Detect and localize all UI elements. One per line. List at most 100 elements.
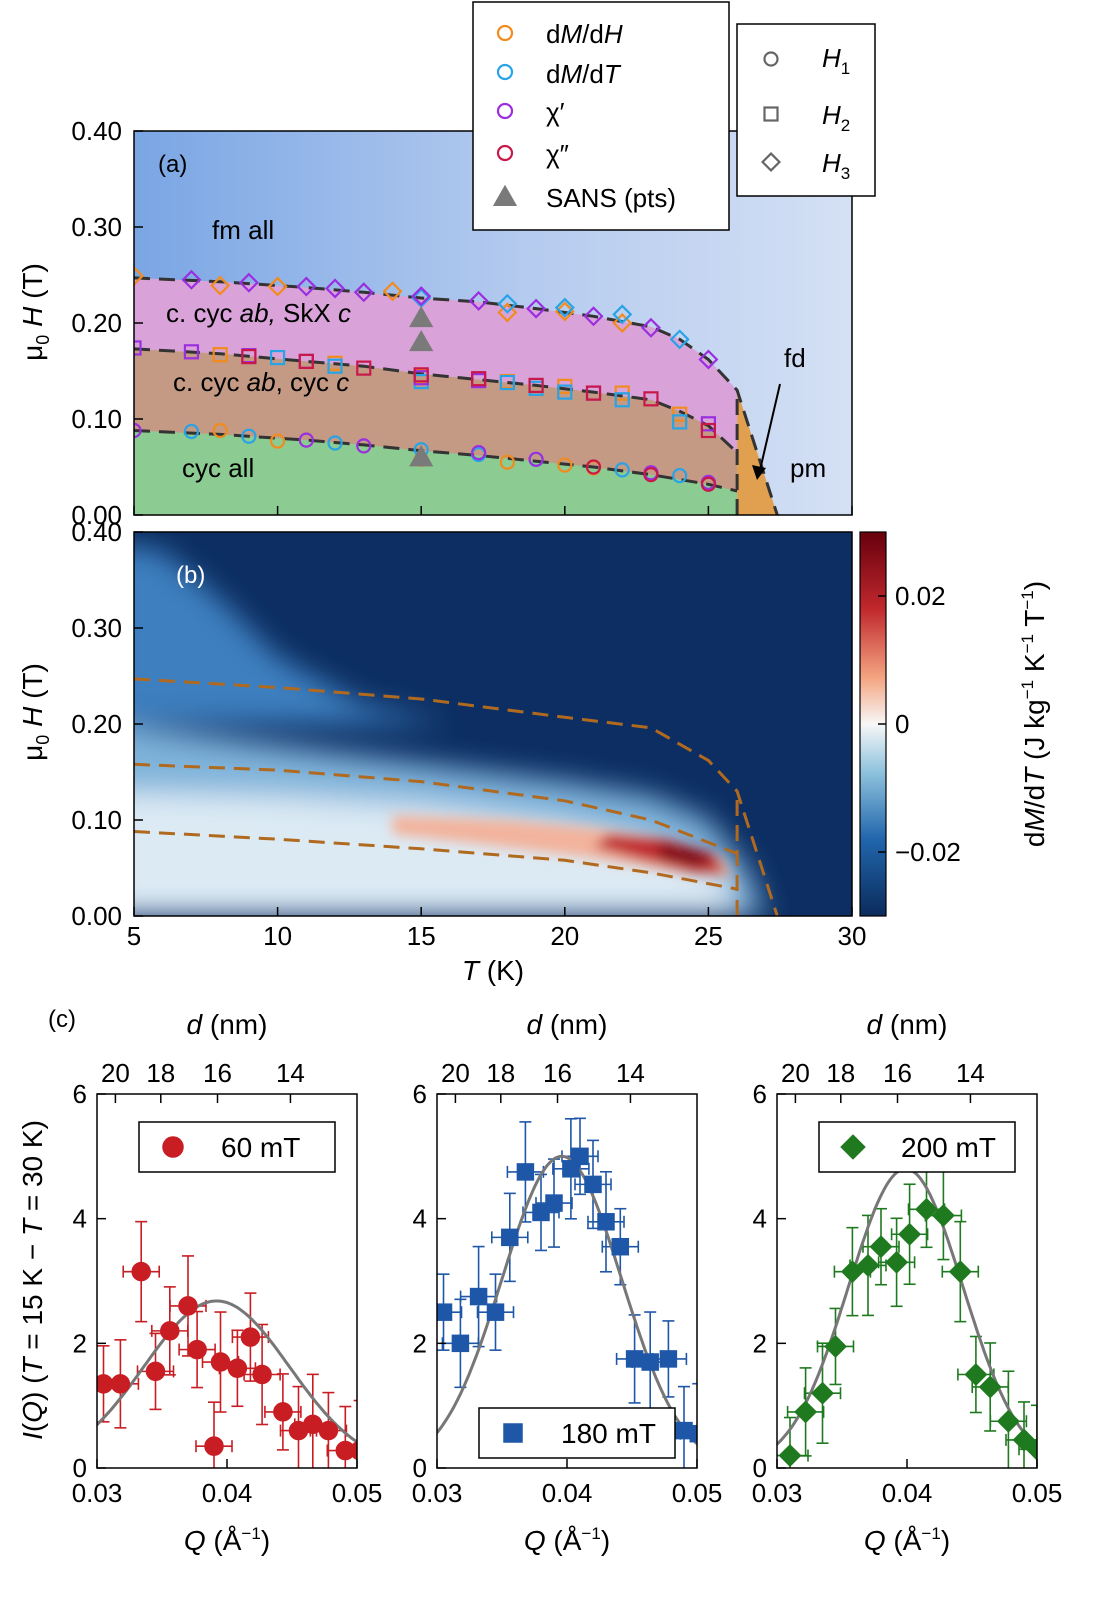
subplot-data: [777, 1167, 1037, 1468]
marker--h2: [298, 353, 314, 369]
x-tick-label-c: 0.05: [672, 1478, 723, 1508]
marker-dm-dt-h2: [557, 384, 573, 400]
data-point: [1012, 1428, 1036, 1452]
marker-dm-dt-h2: [270, 349, 286, 366]
data-point: [318, 1420, 339, 1441]
marker-dm-dt-h2: [499, 374, 515, 391]
y-axis-title-b: μ0 H (T): [17, 663, 53, 761]
x-tick-label-c: 0.04: [882, 1478, 933, 1508]
x-tick-label-b: 5: [127, 921, 141, 951]
x-tick-label-b: 25: [694, 921, 723, 951]
legend-shape-square: [763, 106, 779, 122]
y-tick-label-c: 6: [413, 1079, 427, 1109]
top-tick-label-c: 20: [101, 1058, 130, 1088]
legend-shape-diamond: [760, 151, 782, 173]
data-point: [210, 1352, 231, 1372]
data-point: [545, 1194, 563, 1212]
data-point: [532, 1203, 550, 1222]
marker--h1: [585, 459, 602, 475]
y-tick-label-c: 2: [753, 1328, 767, 1358]
region-label-pm: pm: [790, 453, 826, 483]
marker-dm-dt-h1: [183, 423, 200, 440]
y-tick-label-c: 0: [753, 1453, 767, 1483]
marker-dm-dh-h1: [212, 422, 228, 439]
data-point: [856, 1253, 880, 1277]
marker-dm-dt-h2: [327, 358, 343, 374]
top-tick-label-c: 20: [781, 1058, 810, 1088]
marker--h2: [356, 360, 372, 376]
region-label-skx: c. cyc ab, SkX c: [166, 298, 351, 328]
top-axis-title-c: d (nm): [867, 1009, 948, 1040]
panel-b-label: (b): [176, 562, 205, 589]
marker--h1: [298, 432, 314, 448]
y-tick-label-b: 0.00: [71, 901, 122, 931]
map-boundary-h3: [134, 677, 779, 916]
marker-dm-dt-h1: [672, 468, 688, 484]
subplot-200mT: 0 2 4 6 0.03 0.04 0.05 20 18 16 14 d (nm) Q (Å−1) 200…: [752, 1009, 1063, 1556]
marker--h3: [411, 286, 432, 307]
region-label-fd: fd: [784, 343, 806, 373]
data-point: [516, 1163, 535, 1181]
data-point: [501, 1228, 519, 1247]
marker-dm-dh-h3: [134, 265, 145, 286]
top-tick-label-c: 18: [486, 1058, 515, 1088]
marker--h3: [698, 349, 719, 370]
fit-curve: [97, 1299, 357, 1444]
y-tick-label-c: 0: [413, 1453, 427, 1483]
marker--h2: [241, 349, 257, 365]
top-tick-label-c: 18: [146, 1058, 175, 1088]
marker--h2: [585, 385, 602, 401]
data-point: [187, 1339, 207, 1360]
legend-marker-0: [496, 24, 514, 42]
data-point: [869, 1235, 893, 1259]
legend-marker-2: [496, 102, 514, 120]
colorbar-tick-label: 0: [895, 709, 909, 739]
y-axis-title-a: μ0 H (T): [17, 263, 53, 361]
marker-dm-dh-h3: [612, 312, 633, 334]
marker-dm-dt-h2: [672, 414, 688, 430]
y-tick-label-c: 6: [73, 1079, 87, 1109]
marker-dm-dt-h1: [241, 428, 257, 444]
y-axis-title-c: I(Q) (T = 15 K − T = 30 K): [17, 1120, 48, 1440]
top-tick-label-c: 16: [203, 1058, 232, 1088]
top-axis-title-c: d (nm): [187, 1009, 268, 1040]
svg-text:μ0 H (T): μ0 H (T): [17, 263, 53, 361]
x-axis-title-c: Q (Å−1): [524, 1524, 610, 1556]
subplot-60mT: 0 2 4 6 0.03 0.04 0.05 20 18 16 14 d (nm) Q (Å−1) 60 …: [72, 1009, 383, 1556]
legend-label: 180 mT: [561, 1418, 656, 1449]
legend-dmdt-label: dM/dT: [546, 59, 622, 89]
marker--h2: [134, 340, 142, 356]
data-point: [811, 1381, 834, 1405]
data-point: [964, 1363, 988, 1386]
marker-dm-dh-h1: [499, 454, 515, 470]
legend-label: 200 mT: [901, 1132, 996, 1163]
y-tick-label-c: 4: [73, 1204, 87, 1234]
marker-dm-dh-h2: [212, 347, 228, 363]
map-boundary-h1: [134, 830, 738, 891]
svg-text:μ0 H (T): μ0 H (T): [17, 663, 53, 761]
heatmap-hot-ridge: [392, 815, 732, 878]
top-tick-label-c: 14: [616, 1058, 645, 1088]
map-boundary-h2: [134, 762, 738, 855]
legend-marker: [840, 1134, 866, 1160]
x-tick-label-b: 10: [263, 921, 292, 951]
marker-dm-dt-h3: [669, 329, 690, 350]
marker-sans-pts-: [409, 329, 434, 352]
y-tick-label-a: 0.20: [71, 308, 122, 338]
legend-marker-1: [496, 63, 514, 81]
marker-dm-dt-h3: [612, 304, 633, 325]
region-label-cyc-ab-c: c. cyc ab, cyc c: [173, 367, 349, 397]
marker--h2: [413, 367, 429, 383]
panel-b-axes: 0.00 0.10 0.20 0.30 0.40 5 10 15 20 25 30: [71, 517, 866, 951]
panel-b-heatmap: 0.00 0.10 0.20 0.30 0.40 5 10 15 20 25 30 (b) μ0 H…: [17, 517, 1050, 986]
data-point: [110, 1374, 131, 1394]
marker--h3: [526, 298, 547, 319]
data-point: [349, 1441, 357, 1460]
boundary-h3: [134, 276, 779, 515]
top-tick-label-c: 16: [543, 1058, 572, 1088]
boundary-h2: [134, 347, 739, 454]
region-label-fm-all: fm all: [212, 215, 274, 245]
marker-dm-dh-h3: [497, 302, 518, 323]
marker--h3: [181, 269, 202, 290]
y-tick-label-c: 4: [753, 1204, 767, 1234]
